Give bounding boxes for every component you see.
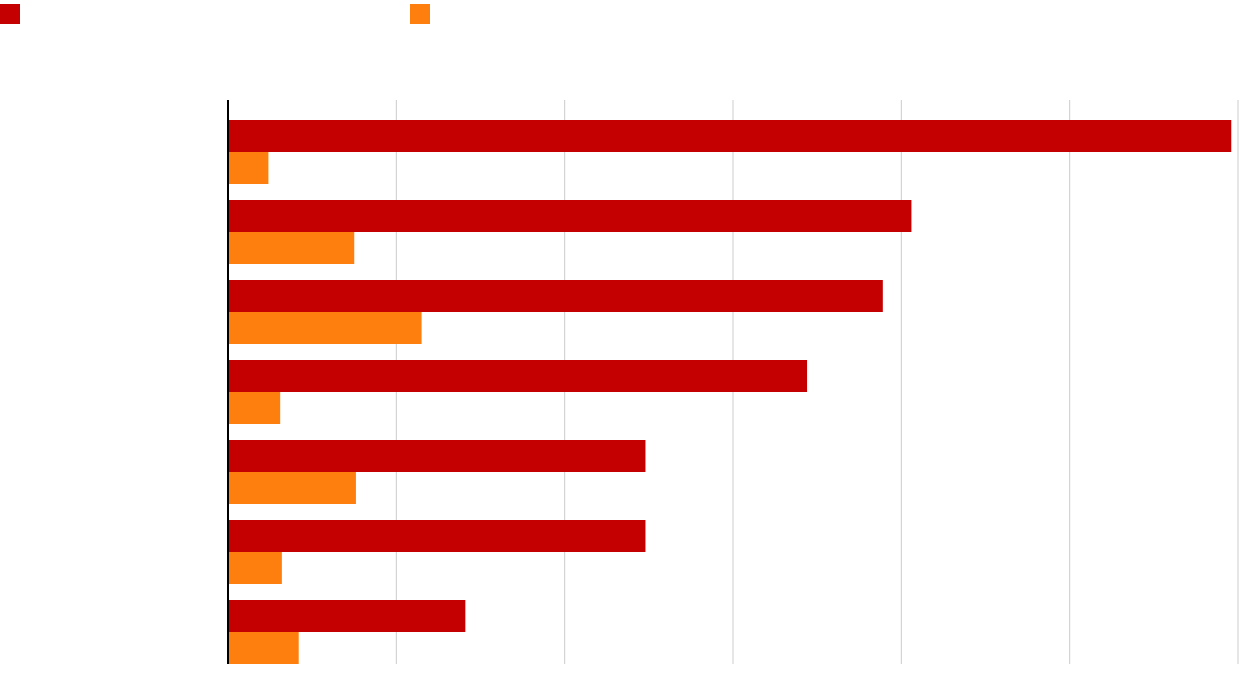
bar-series-2-category-5[interactable] — [228, 472, 356, 504]
bar-series-2-category-3[interactable] — [228, 312, 422, 344]
bar-series-2-category-4[interactable] — [228, 392, 281, 424]
bar-series-2-category-6[interactable] — [228, 552, 282, 584]
legend — [0, 4, 1240, 24]
bar-series-1-category-3[interactable] — [228, 280, 883, 312]
legend-swatch-series-1 — [0, 4, 20, 24]
bar-series-1-category-6[interactable] — [228, 520, 646, 552]
legend-swatch-series-2 — [410, 4, 430, 24]
bar-series-1-category-2[interactable] — [228, 200, 912, 232]
bar-series-2-category-2[interactable] — [228, 232, 355, 264]
bar-series-1-category-5[interactable] — [228, 440, 646, 472]
legend-item-series-2[interactable] — [410, 4, 436, 24]
bar-series-1-category-4[interactable] — [228, 360, 808, 392]
bar-series-2-category-1[interactable] — [228, 152, 269, 184]
bar-series-2-category-7[interactable] — [228, 632, 299, 664]
bar-series-1-category-1[interactable] — [228, 120, 1232, 152]
legend-item-series-1[interactable] — [0, 4, 26, 24]
bar-series-1-category-7[interactable] — [228, 600, 466, 632]
